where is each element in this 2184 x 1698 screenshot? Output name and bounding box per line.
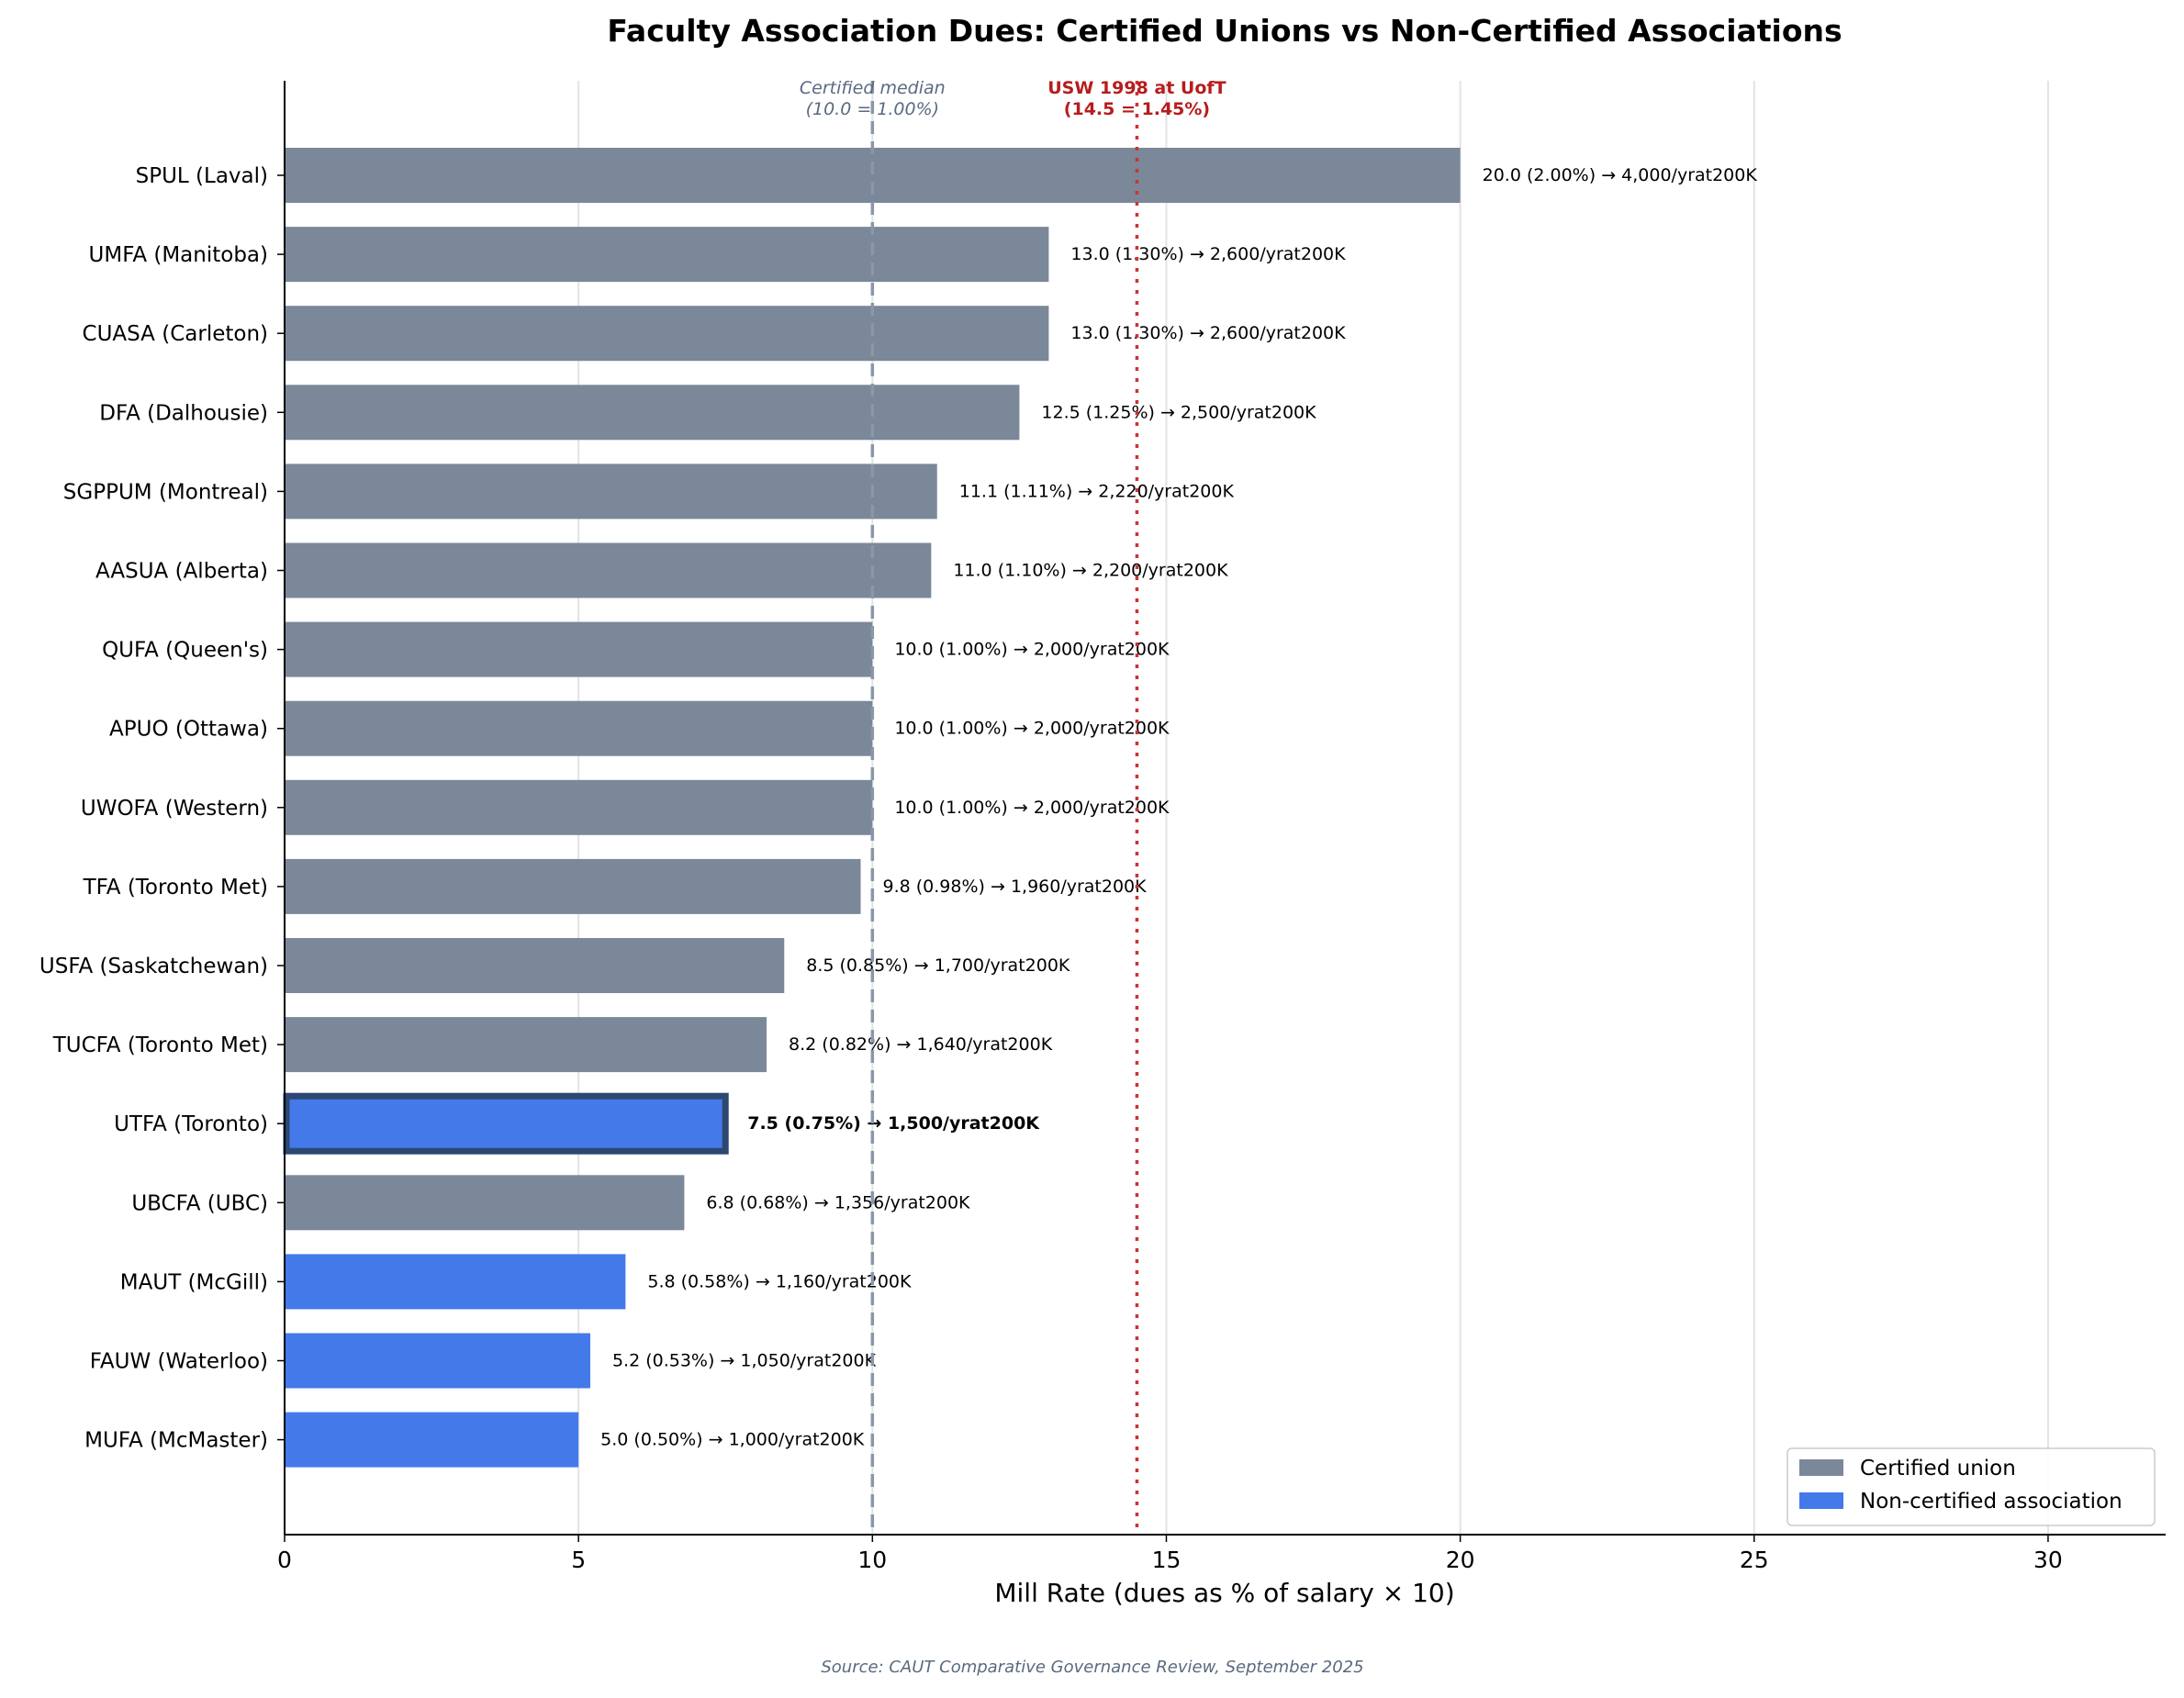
y-tick-label: UBCFA (UBC) xyxy=(131,1191,268,1215)
bar xyxy=(285,1412,579,1468)
reference-annotation: (14.5 = 1.45%) xyxy=(1064,99,1210,119)
y-tick-label: TFA (Toronto Met) xyxy=(83,876,268,899)
bar xyxy=(283,1092,729,1155)
data-label: 8.5 (0.85%) → 1,700/yrat200K xyxy=(806,955,1070,976)
x-tick-label: 10 xyxy=(857,1547,887,1573)
y-tick-label: CUASA (Carleton) xyxy=(83,322,268,346)
bar xyxy=(285,779,873,835)
y-tick-label: USFA (Saskatchewan) xyxy=(39,955,268,978)
bar xyxy=(285,938,785,993)
legend-label: Certified union xyxy=(1860,1457,2016,1480)
data-label: 13.0 (1.30%) → 2,600/yrat200K xyxy=(1070,244,1346,264)
y-tick-label: QUFA (Queen's) xyxy=(102,639,268,663)
data-label: 8.2 (0.82%) → 1,640/yrat200K xyxy=(789,1034,1053,1055)
legend-box xyxy=(1786,1447,2156,1526)
data-label: 11.1 (1.11%) → 2,220/yrat200K xyxy=(959,481,1235,501)
data-label: 7.5 (0.75%) → 1,500/yrat200K xyxy=(747,1113,1040,1134)
x-tick-label: 25 xyxy=(1740,1547,1769,1573)
bar xyxy=(285,1175,685,1231)
legend-label: Non-certified association xyxy=(1860,1490,2122,1514)
data-label: 10.0 (1.00%) → 2,000/yrat200K xyxy=(894,640,1170,660)
chart-title: Faculty Association Dues: Certified Unio… xyxy=(607,13,1842,49)
x-tick-label: 15 xyxy=(1152,1547,1182,1573)
y-tick-label: UTFA (Toronto) xyxy=(114,1112,268,1136)
reference-annotation: Certified median xyxy=(800,78,946,98)
y-tick-label: MUFA (McMaster) xyxy=(84,1429,268,1453)
data-label: 5.8 (0.58%) → 1,160/yrat200K xyxy=(647,1271,912,1291)
data-label: 10.0 (1.00%) → 2,000/yrat200K xyxy=(894,798,1170,818)
legend-swatch xyxy=(1799,1459,1843,1476)
x-tick-label: 30 xyxy=(2033,1547,2063,1573)
data-label: 11.0 (1.10%) → 2,200/yrat200K xyxy=(953,561,1228,581)
bar xyxy=(285,542,932,598)
reference-annotation: (10.0 = 1.00%) xyxy=(806,99,940,119)
y-tick-label: AASUA (Alberta) xyxy=(95,560,268,584)
bar xyxy=(285,858,861,914)
data-label: 5.0 (0.50%) → 1,000/yrat200K xyxy=(600,1430,865,1450)
bar xyxy=(285,227,1049,283)
data-label: 9.8 (0.98%) → 1,960/yrat200K xyxy=(883,877,1148,897)
data-label: 20.0 (2.00%) → 4,000/yrat200K xyxy=(1483,165,1758,185)
x-tick-label: 20 xyxy=(1446,1547,1475,1573)
legend: Certified union Non-certified association xyxy=(1786,1447,2156,1526)
x-tick-label: 5 xyxy=(571,1547,586,1573)
y-tick-label: DFA (Dalhousie) xyxy=(99,401,268,425)
data-label: 13.0 (1.30%) → 2,600/yrat200K xyxy=(1070,323,1346,343)
data-label: 10.0 (1.00%) → 2,000/yrat200K xyxy=(894,719,1170,739)
bar xyxy=(285,1254,626,1310)
data-label: 6.8 (0.68%) → 1,356/yrat200K xyxy=(706,1192,970,1212)
bar xyxy=(285,464,937,519)
y-tick-label: UWOFA (Western) xyxy=(81,797,268,821)
bar xyxy=(285,1333,590,1389)
y-tick-label: SGPPUM (Montreal) xyxy=(63,480,268,504)
x-axis-label: Mill Rate (dues as % of salary × 10) xyxy=(994,1578,1454,1608)
y-tick-label: TUCFA (Toronto Met) xyxy=(52,1033,268,1057)
bar xyxy=(285,621,873,677)
reference-annotation: USW 1998 at UofT xyxy=(1047,78,1226,98)
y-tick-label: FAUW (Waterloo) xyxy=(90,1350,268,1374)
data-label: 12.5 (1.25%) → 2,500/yrat200K xyxy=(1041,402,1316,422)
bar xyxy=(285,306,1049,362)
y-tick-label: MAUT (McGill) xyxy=(120,1270,268,1294)
bar xyxy=(285,700,873,756)
y-tick-label: UMFA (Manitoba) xyxy=(89,243,268,267)
source-note: Source: CAUT Comparative Governance Revi… xyxy=(821,1658,1363,1677)
bar xyxy=(285,1017,767,1073)
y-tick-label: APUO (Ottawa) xyxy=(109,718,268,742)
y-tick-label: SPUL (Laval) xyxy=(136,164,268,188)
x-tick-label: 0 xyxy=(277,1547,292,1573)
legend-swatch xyxy=(1799,1492,1843,1509)
bar xyxy=(285,385,1020,441)
data-label: 5.2 (0.53%) → 1,050/yrat200K xyxy=(612,1351,877,1371)
